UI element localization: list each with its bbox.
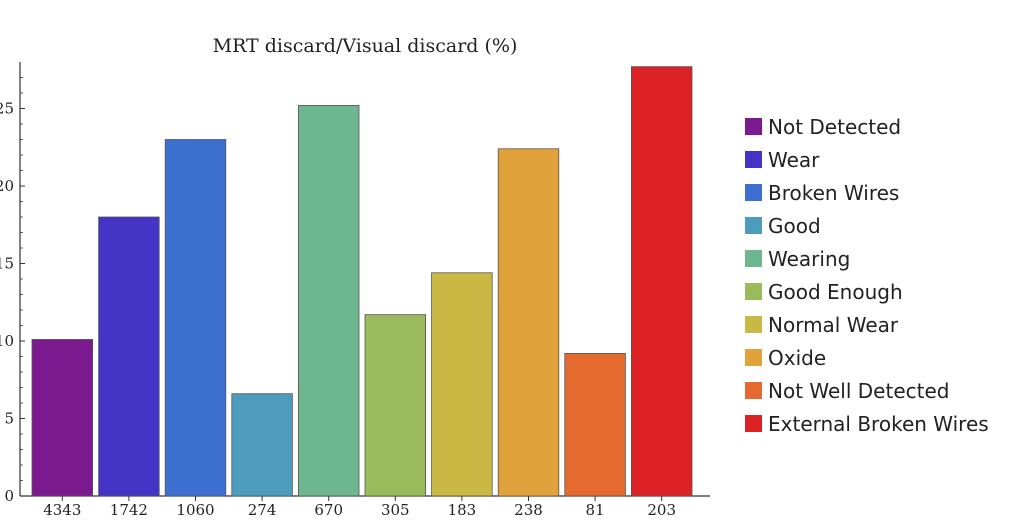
legend-swatch [745, 316, 762, 333]
y-tick-label: 5 [4, 410, 14, 428]
bars: 4343 1742 1060 274 670 305 183 238 81 203 [31, 66, 693, 519]
bar-274 [231, 393, 293, 497]
x-tick-label: 1742 [110, 501, 148, 519]
bar-203 [631, 66, 693, 497]
legend-swatch [745, 118, 762, 135]
legend-label: Oxide [768, 346, 826, 370]
legend-swatch [745, 184, 762, 201]
x-tick-label: 238 [514, 501, 543, 519]
legend-label: Normal Wear [768, 313, 899, 337]
bar-183 [431, 272, 493, 497]
y-tick-label: 0 [4, 487, 14, 505]
legend-swatch [745, 283, 762, 300]
x-tick-label: 305 [381, 501, 410, 519]
x-tick-label: 670 [314, 501, 343, 519]
legend-label: Not Detected [768, 115, 901, 139]
x-tick-label: 4343 [43, 501, 81, 519]
bar-238 [497, 148, 560, 497]
legend-label: Not Well Detected [768, 379, 949, 403]
legend-label: Broken Wires [768, 181, 899, 205]
y-tick-label: 20 [0, 177, 14, 195]
legend-swatch [745, 250, 762, 267]
legend-swatch [745, 349, 762, 366]
legend-swatch [745, 415, 762, 432]
x-tick-label: 1060 [176, 501, 214, 519]
legend-label: Good [768, 214, 821, 238]
bar-4343 [31, 339, 93, 497]
legend: Not Detected Wear Broken Wires Good Wearing G… [745, 115, 989, 436]
y-tick-label: 25 [0, 100, 14, 118]
bar-1742 [98, 216, 160, 497]
bar-670 [297, 105, 360, 497]
legend-label: Wearing [768, 247, 850, 271]
bar-1060 [164, 139, 227, 497]
bar-305 [364, 314, 426, 497]
bar-81 [564, 352, 626, 497]
x-tick-label: 81 [586, 501, 605, 519]
x-tick-label: 183 [448, 501, 477, 519]
legend-swatch [745, 382, 762, 399]
x-tick-label: 203 [647, 501, 676, 519]
legend-label: Good Enough [768, 280, 903, 304]
y-tick-label: 10 [0, 332, 14, 350]
legend-swatch [745, 217, 762, 234]
legend-label: External Broken Wires [768, 412, 989, 436]
x-tick-label: 274 [248, 501, 277, 519]
legend-label: Wear [768, 148, 820, 172]
y-tick-label: 15 [0, 255, 14, 273]
legend-swatch [745, 151, 762, 168]
chart-title: MRT discard/Visual discard (%) [213, 35, 518, 57]
